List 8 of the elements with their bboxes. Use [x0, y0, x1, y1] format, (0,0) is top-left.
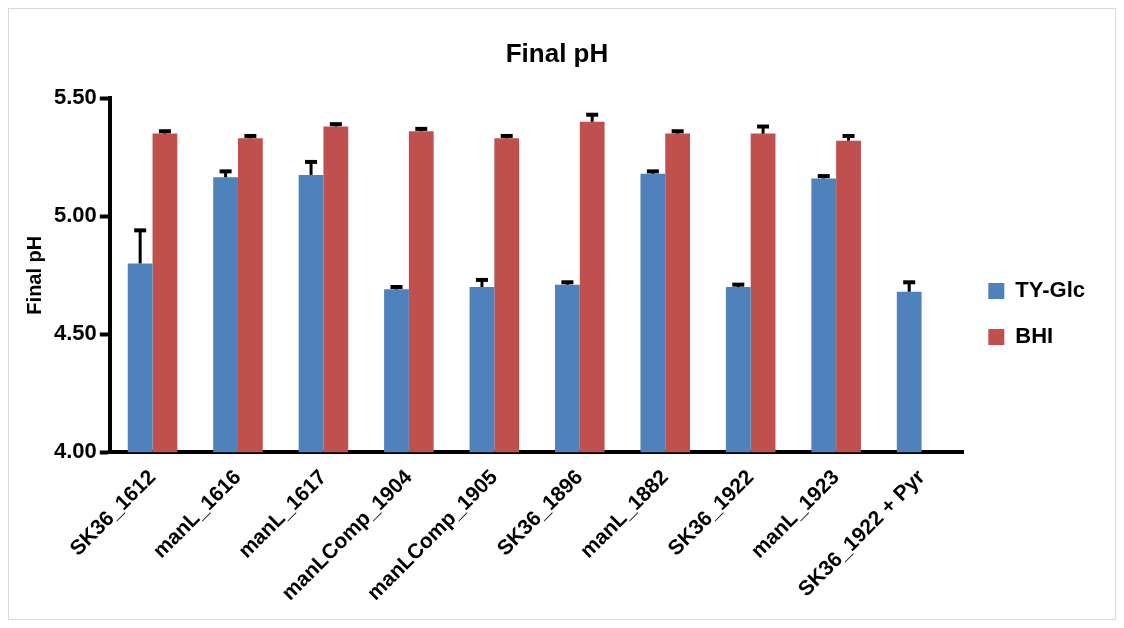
y-axis-title: Final pH	[22, 235, 45, 315]
y-tick-label: 4.00	[53, 438, 97, 464]
legend-label: BHI	[1015, 323, 1054, 349]
y-tick-label: 5.00	[53, 202, 97, 228]
y-tick-label: 5.50	[53, 84, 97, 110]
legend-label: TY-Glc	[1015, 277, 1085, 303]
chart-title: Final pH	[505, 37, 609, 68]
y-tick-label: 4.50	[53, 320, 97, 346]
